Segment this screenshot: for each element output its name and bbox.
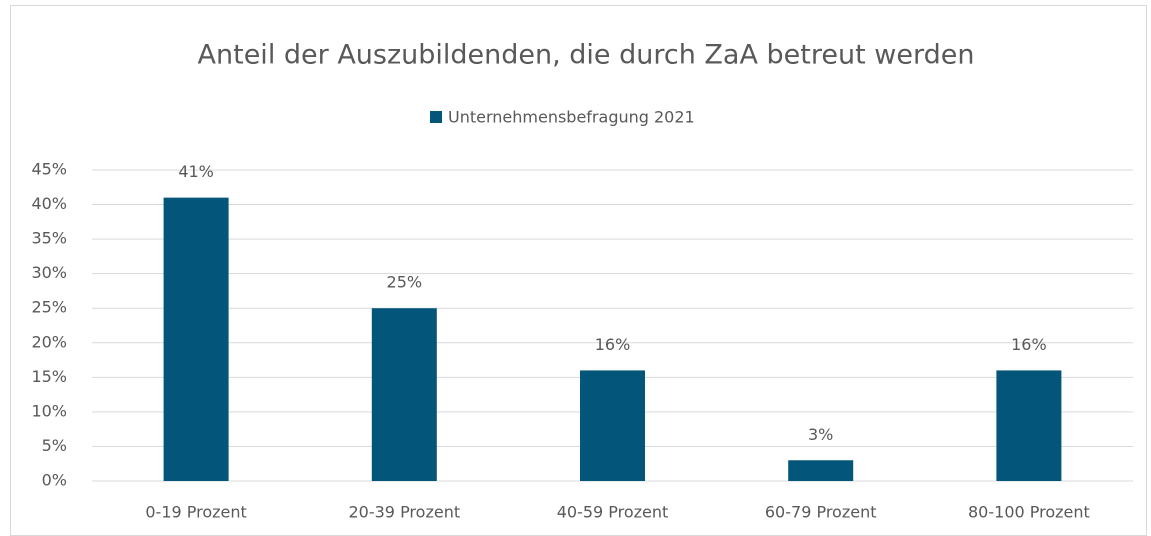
chart-title: Anteil der Auszubildenden, die durch ZaA… (198, 40, 975, 71)
x-tick-label: 20-39 Prozent (348, 503, 460, 522)
data-label: 41% (178, 162, 214, 181)
bar (163, 197, 229, 481)
y-tick-label: 15% (31, 367, 67, 386)
x-tick-label: 0-19 Prozent (145, 503, 246, 522)
bar (788, 460, 854, 481)
y-tick-label: 10% (31, 401, 67, 420)
bar (580, 370, 645, 481)
y-tick-label: 0% (42, 471, 67, 490)
data-label: 25% (387, 273, 423, 292)
bar (371, 308, 437, 481)
data-label: 16% (595, 335, 631, 354)
y-tick-label: 20% (31, 332, 67, 351)
y-tick-label: 5% (42, 436, 67, 455)
y-tick-label: 25% (31, 298, 67, 317)
y-tick-label: 30% (31, 263, 67, 282)
y-tick-label: 45% (31, 160, 67, 179)
legend-label: Unternehmensbefragung 2021 (448, 108, 695, 127)
y-tick-label: 35% (31, 229, 67, 248)
data-label: 16% (1011, 335, 1047, 354)
y-tick-label: 40% (31, 194, 67, 213)
legend-swatch (430, 111, 442, 123)
bar (996, 370, 1062, 481)
x-tick-label: 40-59 Prozent (557, 503, 669, 522)
data-label: 3% (808, 425, 833, 444)
x-tick-label: 60-79 Prozent (765, 503, 877, 522)
x-tick-label: 80-100 Prozent (968, 503, 1090, 522)
